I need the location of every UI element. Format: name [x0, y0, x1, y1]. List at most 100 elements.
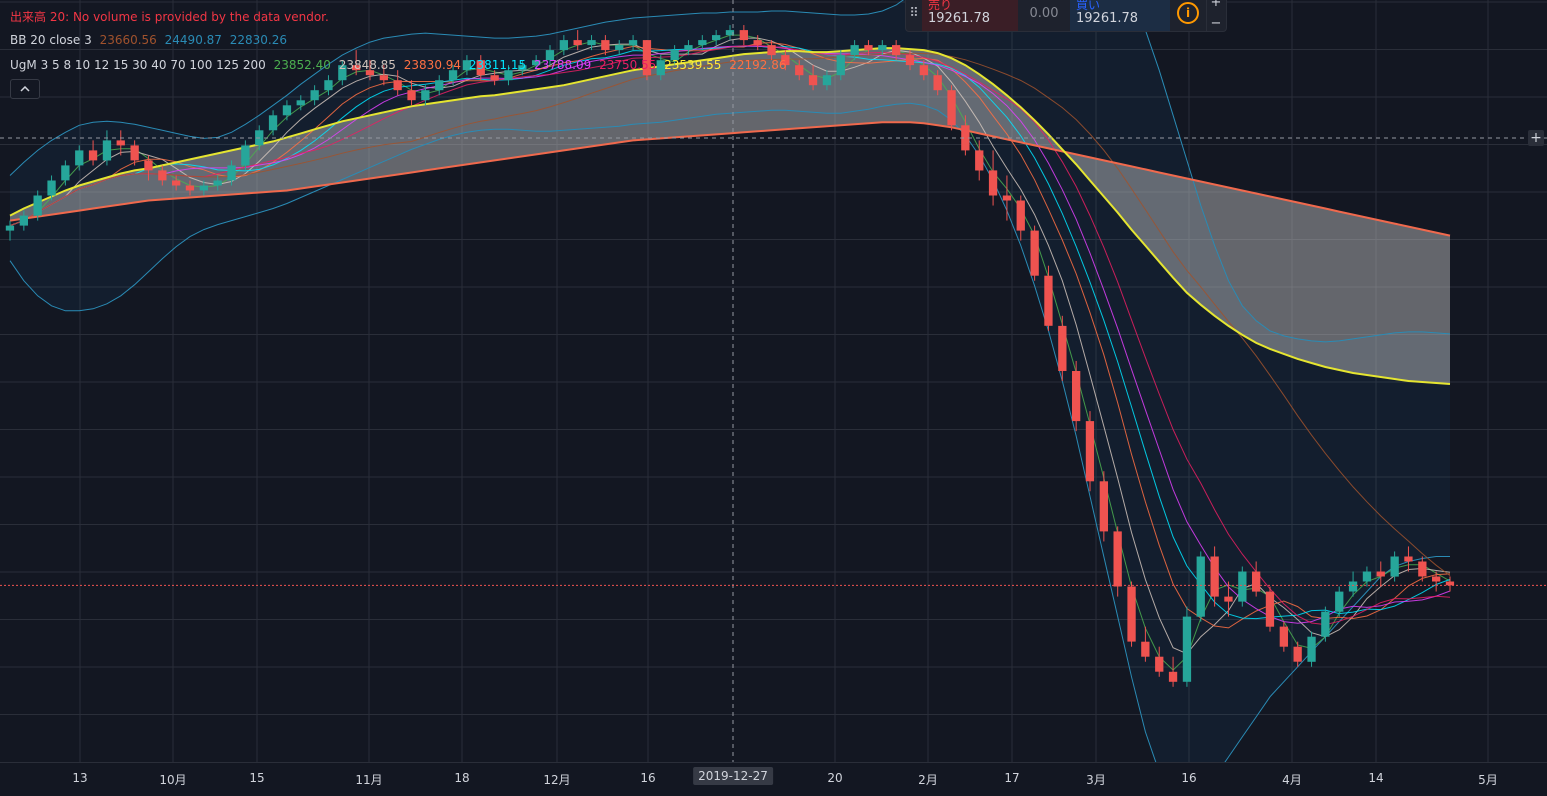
candle-body	[753, 40, 762, 46]
ma-30-line	[9, 52, 1451, 577]
plus-button[interactable]: +	[1210, 0, 1222, 10]
candle-body	[296, 100, 305, 106]
candle-body	[1196, 556, 1205, 617]
candle-down	[158, 165, 167, 186]
ma-value-1: 23852.40	[273, 58, 331, 72]
time-axis-tick: 10月	[159, 773, 187, 787]
candle-down	[144, 155, 153, 181]
price-chart[interactable]	[0, 0, 1547, 762]
candle-down	[1030, 225, 1039, 281]
candle-up	[850, 40, 859, 61]
candle-body	[241, 145, 250, 166]
time-axis[interactable]: 2019-12-27 13 10月 15 11月 18 12月 16 20 2月 17 3月 16 4月…	[0, 762, 1547, 796]
bollinger-band-fill	[10, 0, 1450, 762]
candle-down	[1445, 576, 1455, 592]
ma-cloud-fill	[10, 48, 1450, 384]
info-button[interactable]: i	[1170, 0, 1206, 31]
candle-up	[712, 30, 721, 46]
candle-down	[407, 80, 416, 106]
candle-down	[490, 70, 499, 86]
candle-up	[545, 45, 555, 66]
candle-body	[1085, 421, 1095, 482]
ma-value-8: 22192.86	[729, 58, 787, 72]
candle-down	[1432, 571, 1441, 592]
candle-body	[75, 150, 84, 166]
candle-down	[1113, 526, 1122, 597]
candle-body	[435, 80, 444, 91]
info-icon: i	[1177, 2, 1199, 24]
candle-body	[476, 60, 485, 76]
candle-body	[933, 75, 942, 91]
bb-lower-line	[9, 102, 1450, 762]
bb-value-3: 22830.26	[229, 33, 288, 47]
buy-button[interactable]: 買い 19261.78	[1070, 0, 1170, 31]
candle-down	[476, 55, 485, 81]
candle-down	[1265, 586, 1275, 632]
candle-body	[712, 35, 721, 41]
candle-up	[61, 160, 70, 186]
drag-handle-icon[interactable]: ⠿	[909, 5, 919, 21]
candle-body	[795, 65, 804, 76]
candle-body	[33, 195, 42, 216]
minus-button[interactable]: −	[1210, 16, 1222, 31]
candle-body	[656, 60, 665, 76]
candle-body	[518, 65, 527, 71]
candle-down	[1418, 556, 1427, 582]
candle-body	[268, 115, 278, 131]
quantity-stepper: + −	[1206, 0, 1225, 31]
candle-body	[1376, 571, 1385, 577]
candle-body	[836, 55, 845, 76]
candle-body	[1348, 581, 1358, 592]
time-axis-tick: 2月	[918, 773, 938, 787]
sell-button[interactable]: 売り 19261.78	[922, 0, 1018, 31]
candle-up	[518, 60, 527, 76]
candle-up	[1348, 571, 1358, 597]
candle-up	[1307, 631, 1316, 667]
candle-up	[296, 95, 305, 111]
candle-body	[1252, 571, 1261, 592]
candle-up	[628, 35, 638, 51]
candle-down	[905, 50, 915, 71]
candle-up	[19, 210, 28, 231]
candle-up	[587, 35, 596, 51]
candle-body	[199, 185, 208, 191]
candle-body	[864, 45, 873, 51]
candle-body	[352, 65, 361, 71]
ma-value-6: 23750.55	[599, 58, 657, 72]
candle-body	[1445, 581, 1455, 586]
bollinger-legend[interactable]: BB 20 close 3 23660.56 24490.87 22830.26	[10, 33, 291, 47]
candle-body	[850, 45, 859, 56]
candle-body	[1362, 571, 1372, 582]
candle-body	[213, 180, 222, 186]
candle-down	[892, 40, 901, 61]
legend-collapse-button[interactable]	[10, 79, 40, 99]
candle-body	[1168, 671, 1178, 682]
candle-body	[947, 90, 956, 126]
candle-body	[310, 90, 319, 101]
candle-body	[1127, 586, 1136, 642]
candle-down	[1279, 621, 1288, 652]
candle-body	[1418, 561, 1427, 577]
candle-body	[116, 140, 125, 146]
candle-body	[282, 105, 292, 116]
candle-body	[393, 80, 402, 91]
candle-body	[1210, 556, 1219, 597]
candle-body	[878, 45, 887, 51]
candle-down	[573, 30, 582, 51]
candle-body	[365, 70, 375, 76]
ma-legend[interactable]: UgM 3 5 8 10 12 15 30 40 70 100 125 200 …	[10, 58, 791, 72]
time-axis-tick: 4月	[1282, 773, 1302, 787]
candle-body	[767, 45, 776, 56]
candle-body	[559, 40, 568, 51]
candle-up	[435, 75, 444, 96]
ma-value-5: 23788.09	[533, 58, 592, 72]
candle-body	[88, 150, 98, 161]
ma-value-7: 23539.55	[664, 58, 722, 72]
candle-up	[227, 160, 236, 186]
candle-down	[393, 70, 402, 96]
candle-up	[615, 40, 624, 56]
add-icon[interactable]: +	[1528, 130, 1544, 146]
candle-up	[338, 60, 347, 86]
candle-body	[130, 145, 139, 161]
candle-down	[1293, 641, 1302, 667]
